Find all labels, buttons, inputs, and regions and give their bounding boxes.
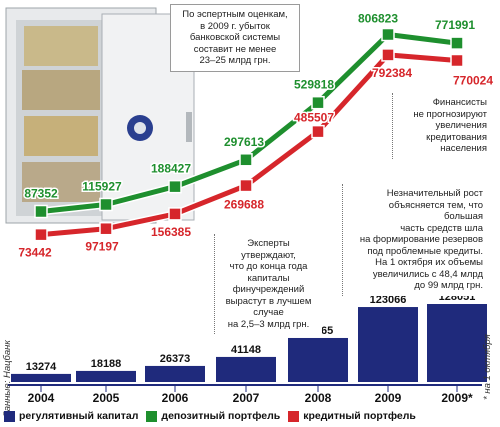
deposit-value-label: 529818 xyxy=(294,78,334,92)
note-line: не прогнозируют xyxy=(413,108,487,120)
deposit-point xyxy=(168,179,182,194)
note-line: Незначительный рост xyxy=(386,188,483,199)
note-line: на формирование резервов xyxy=(359,234,483,245)
credit-point xyxy=(311,124,325,139)
note-line: Эксперты утверждают, xyxy=(241,238,296,261)
footnote-text: * на 1 октября xyxy=(482,334,493,400)
deposit-value-label: 297613 xyxy=(224,135,264,149)
x-tick-label: 2009* xyxy=(441,391,473,405)
capital-bar xyxy=(76,370,136,382)
x-tick-label: 2004 xyxy=(28,391,55,405)
credit-value-label: 97197 xyxy=(85,240,119,254)
note-line: увеличения xyxy=(435,120,487,131)
capital-bar xyxy=(11,373,71,382)
note-reserves: Незначительный рост объясняется тем, что… xyxy=(342,184,487,296)
deposit-point xyxy=(99,197,113,212)
note-line: населения xyxy=(440,143,487,154)
credit-point xyxy=(99,221,113,236)
note-line: составит не менее xyxy=(193,43,277,55)
note-line: до 99 млрд грн. xyxy=(414,280,483,291)
legend-swatch xyxy=(146,410,158,422)
legend-item-loans: кредитный портфель xyxy=(288,410,416,422)
note-line: часть средств шла xyxy=(400,222,483,234)
note-line: объясняется тем, что большая xyxy=(388,199,483,223)
deposit-value-label: 87352 xyxy=(24,187,58,201)
deposit-point xyxy=(239,153,253,167)
x-tick-label: 2005 xyxy=(93,391,120,405)
legend-swatch xyxy=(4,410,15,422)
note-line: капиталы финучреждений xyxy=(232,272,305,296)
source-text: Данные: Нацбанк xyxy=(2,340,13,418)
capital-value-label: 123066 xyxy=(370,294,407,306)
note-line: в 2009 г. убыток xyxy=(200,20,270,32)
capital-value-label: 18188 xyxy=(91,358,122,370)
capital-bar xyxy=(427,304,487,382)
legend-item-capital: регулятивный капитал xyxy=(4,410,138,422)
capital-value-label: 41148 xyxy=(231,344,261,356)
note-line: Финансисты xyxy=(432,97,487,108)
note-capital-growth: Эксперты утверждают, что до конца года к… xyxy=(214,234,322,334)
legend-label: регулятивный капитал xyxy=(19,410,139,422)
deposit-point xyxy=(381,27,395,42)
legend-item-deposits: депозитный портфель xyxy=(146,410,280,422)
capital-bar xyxy=(216,356,276,382)
deposit-point xyxy=(311,95,325,110)
credit-value-label: 792384 xyxy=(372,66,412,80)
deposit-value-label: 115927 xyxy=(82,179,122,193)
note-line: что до конца года xyxy=(229,261,308,272)
capital-value-label: 26373 xyxy=(160,353,191,365)
x-tick-label: 2009 xyxy=(375,391,402,405)
legend-swatch xyxy=(288,410,300,422)
credit-value-label: 269688 xyxy=(224,198,264,212)
deposit-point xyxy=(34,204,48,219)
credit-value-label: 485507 xyxy=(294,111,334,125)
note-line: банковской системы xyxy=(189,32,281,43)
credit-point xyxy=(34,227,48,242)
legend-label: кредитный портфель xyxy=(303,410,416,422)
x-tick-label: 2008 xyxy=(305,391,332,405)
safe-with-money-illustration xyxy=(5,7,195,224)
credit-point xyxy=(168,207,182,221)
source-label: Данные: Нацбанк xyxy=(2,318,20,418)
note-line: под проблемные кредиты. xyxy=(367,245,483,257)
x-tick-label: 2006 xyxy=(162,391,189,405)
credit-point xyxy=(239,178,253,193)
legend-label: депозитный портфель xyxy=(161,410,281,422)
credit-value-label: 770024 xyxy=(453,73,493,87)
note-loss-estimate: По эспертным оценкам, в 2009 г. убыток б… xyxy=(170,4,300,72)
deposit-value-label: 188427 xyxy=(151,162,191,176)
note-line: кредитования xyxy=(426,131,487,143)
credit-point xyxy=(381,48,395,62)
x-tick-label: 2007 xyxy=(233,391,260,405)
credit-value-label: 73442 xyxy=(18,246,52,260)
deposit-point xyxy=(450,36,464,50)
note-line: 23–25 млрд грн. xyxy=(199,55,271,66)
capital-bar xyxy=(288,337,348,382)
credit-point xyxy=(450,53,464,68)
capital-bar xyxy=(145,365,205,382)
note-line: на 2,5–3 млрд грн. xyxy=(227,318,310,330)
legend: регулятивный капитал депозитный портфель… xyxy=(4,408,424,424)
capital-value-label: 13274 xyxy=(26,361,57,373)
deposit-value-label: 806823 xyxy=(358,12,398,26)
x-axis-line xyxy=(8,384,482,386)
credit-value-label: 156385 xyxy=(151,225,191,239)
note-line: вырастут в лучшем случае xyxy=(225,295,312,319)
note-line: На 1 октября их объемы xyxy=(375,257,483,268)
note-line: увеличились с 48,4 млрд xyxy=(372,268,483,280)
footnote-label: * на 1 октября xyxy=(482,300,498,400)
capital-bar xyxy=(358,307,418,382)
note-consumer-lending: Финансисты не прогнозируют увеличения кр… xyxy=(392,93,490,159)
deposit-value-label: 771991 xyxy=(435,18,475,32)
note-line: По эспертным оценкам, xyxy=(182,9,288,20)
